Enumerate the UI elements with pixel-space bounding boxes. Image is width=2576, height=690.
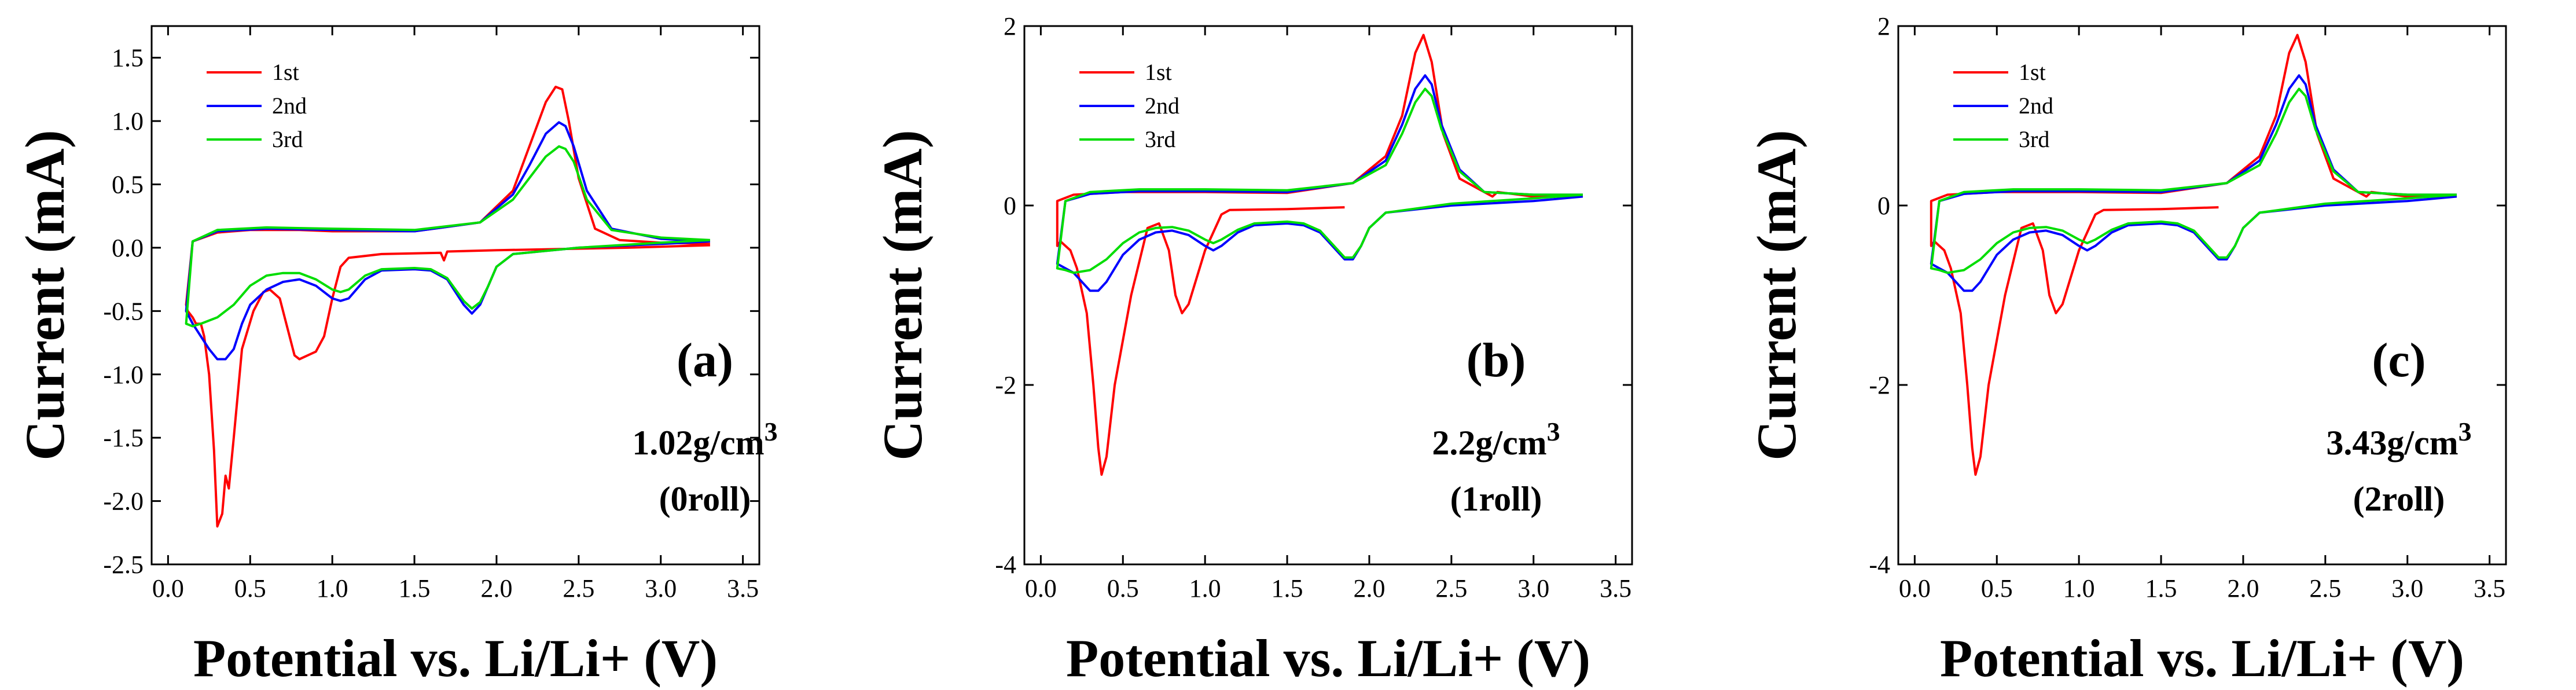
x-tick-label: 1.0 [317,574,348,603]
panel-label: (c) [2372,333,2426,387]
x-axis-label: Potential vs. Li/Li+ (V) [193,629,718,688]
series-2nd-line [185,121,711,361]
x-tick-label: 3.5 [2474,574,2505,603]
series-1st-line [185,86,710,528]
legend-label-3rd: 3rd [2019,126,2049,152]
y-tick-label: -2.0 [103,487,144,516]
series-3rd-line [1056,87,1583,274]
roll-annotation: (1roll) [1450,480,1542,518]
y-tick-label: 0.5 [112,171,144,199]
legend-label-2nd: 2nd [2019,93,2053,119]
x-tick-label: 3.0 [1517,574,1549,603]
x-tick-label: 2.5 [2309,574,2341,603]
plot-frame [1023,25,1633,566]
legend-label-1st: 1st [2019,59,2046,85]
roll-annotation: (2roll) [2353,480,2445,518]
legend-label-3rd: 3rd [272,126,303,152]
density-value: 2.2g/cm [1432,424,1546,462]
y-tick-label: 2 [1877,12,1890,41]
density-superscript: 3 [1547,417,1560,446]
density-superscript: 3 [765,417,778,446]
y-tick-label: 0 [1004,192,1016,220]
y-tick-label: 0.0 [112,234,144,262]
x-tick-label: 2.5 [1435,574,1467,603]
x-tick-label: 1.0 [2063,574,2095,603]
x-tick-label: 3.0 [2391,574,2423,603]
x-tick-label: 2.0 [480,574,512,603]
series-2nd-line [1056,74,1583,292]
x-tick-label: 2.0 [1353,574,1385,603]
density-superscript: 3 [2459,417,2472,446]
series-2nd-line [1930,74,2457,292]
x-tick-label: 0.0 [1899,574,1931,603]
x-tick-label: 3.5 [1600,574,1631,603]
y-axis-label: Current (mA) [1745,130,1807,460]
x-tick-label: 2.0 [2227,574,2259,603]
x-tick-label: 0.5 [234,574,266,603]
x-tick-label: 0.5 [1107,574,1139,603]
y-axis-label: Current (mA) [872,130,934,460]
x-tick-label: 1.5 [2145,574,2177,603]
legend-label-1st: 1st [272,59,299,85]
legend-label-2nd: 2nd [272,93,307,119]
y-tick-label: -4 [1869,550,1890,579]
density-annotation: 2.2g/cm3 [1432,417,1560,462]
panel-label: (b) [1467,333,1526,387]
roll-annotation: (0roll) [659,480,751,518]
y-tick-label: -0.5 [103,297,144,325]
y-tick-label: 0 [1877,192,1890,220]
series-1st-line [1056,34,1583,476]
density-annotation: 3.43g/cm3 [2326,417,2471,462]
series-3rd-line [185,145,711,328]
density-annotation: 1.02g/cm3 [632,417,777,462]
y-tick-label: -4 [995,550,1016,579]
x-tick-label: 3.0 [645,574,677,603]
x-axis-label: Potential vs. Li/Li+ (V) [1940,629,2464,688]
legend-label-3rd: 3rd [1145,126,1175,152]
y-tick-label: 2 [1004,12,1016,41]
density-value: 3.43g/cm [2326,424,2458,462]
series-1st-line [1930,34,2457,476]
x-tick-label: 2.5 [563,574,594,603]
series-3rd-line [1930,87,2457,274]
panel-label: (a) [677,333,733,387]
y-tick-label: -1.0 [103,361,144,389]
plot-frame [1897,25,2507,566]
x-tick-label: 1.5 [399,574,431,603]
legend-label-1st: 1st [1145,59,1172,85]
panel-c: 0.0 0.5 1.0 1.5 2.0 2.5 3.0 3.5 -4 -2 0 2 Potential … [1745,12,2507,688]
x-tick-label: 0.0 [1025,574,1057,603]
x-tick-label: 3.5 [727,574,759,603]
x-axis-label: Potential vs. Li/Li+ (V) [1066,629,1590,688]
plot-frame [150,25,760,566]
y-tick-label: -2 [995,371,1016,399]
x-tick-label: 0.5 [1981,574,2013,603]
y-tick-label: 1.5 [112,44,144,72]
y-axis-label: Current (mA) [14,130,76,460]
y-tick-label: -2.5 [103,550,144,579]
y-tick-label: -2 [1869,371,1890,399]
legend-label-2nd: 2nd [1145,93,1179,119]
panel-b: 0.0 0.5 1.0 1.5 2.0 2.5 3.0 3.5 -4 -2 0 2 Potential … [872,12,1633,688]
x-tick-label: 1.5 [1272,574,1303,603]
density-value: 1.02g/cm [632,424,764,462]
panel-a: 0.0 0.5 1.0 1.5 2.0 2.5 3.0 3.5 -2.5 -2.0 -1.5 -1.0… [14,25,778,688]
x-tick-label: 1.0 [1189,574,1221,603]
x-tick-label: 0.0 [152,574,184,603]
y-tick-label: 1.0 [112,107,144,135]
y-tick-label: -1.5 [103,424,144,452]
